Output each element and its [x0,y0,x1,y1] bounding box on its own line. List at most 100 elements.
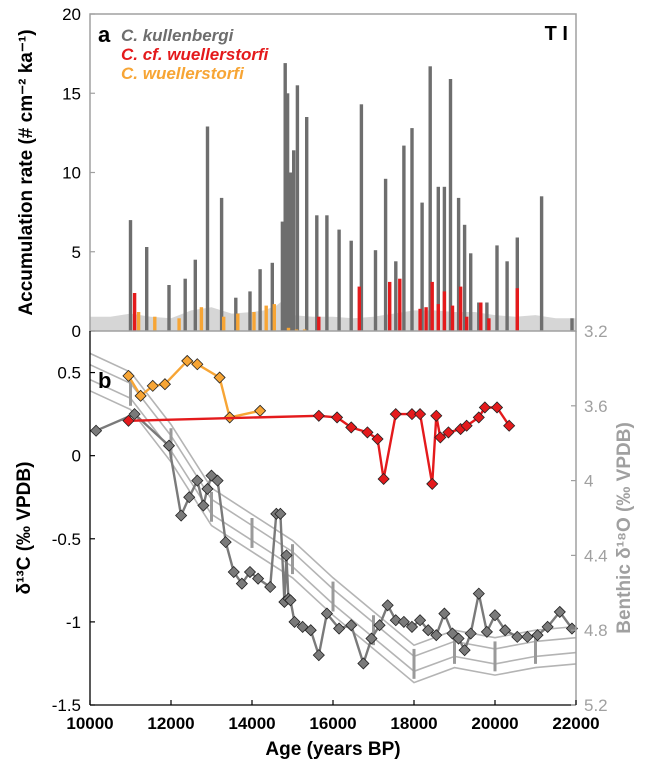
bar [418,308,422,331]
data-point [371,432,384,446]
bar [436,304,440,331]
data-point [122,414,135,427]
data-point [531,629,544,642]
data-point [422,624,435,637]
series-line [95,412,573,665]
bar [495,245,499,331]
y-right-tick-label: 3.6 [584,397,608,416]
panel-label: b [98,368,111,393]
data-point [499,624,512,637]
x-axis-label: Age (years BP) [265,739,400,760]
y-tick-label: 5 [72,243,81,262]
data-point [377,472,390,486]
data-point [405,620,419,633]
series-line [127,359,261,419]
bar-series-c-cf-wuellerstorfi [132,278,519,331]
legend-entry: C. kullenbergi [121,26,235,45]
bar-series-c-kullenbergi [128,63,574,332]
data-point [183,491,196,504]
data-point [472,411,485,424]
y-right-tick-label: 5.2 [584,696,608,715]
data-point [122,369,135,382]
bar [448,79,453,331]
data-point [146,379,159,392]
bar [280,221,285,331]
data-point [426,477,439,490]
bar [286,327,291,331]
data-point [330,411,344,424]
data-point [414,408,427,421]
bar [428,66,432,332]
bar [515,237,519,331]
data-point [175,509,188,522]
bar [450,305,455,331]
x-tick-label: 12000 [147,714,194,733]
panel-label: a [98,22,111,47]
y-tick-label: 0 [72,322,81,341]
bar-series-c-wuellerstorfi [136,304,307,331]
data-point [158,378,171,391]
bar [477,302,481,331]
bar [285,93,290,332]
data-point [503,419,516,432]
bar [539,196,544,331]
data-point [284,594,297,607]
data-point [134,389,147,402]
data-point [430,629,443,642]
data-point [430,409,443,422]
bar [410,128,414,331]
data-point [288,615,301,628]
bar [357,286,361,331]
bar [442,291,447,331]
data-point [460,419,473,432]
data-point [361,426,374,439]
data-point [280,549,293,562]
data-point [478,401,491,414]
data-point [472,587,485,600]
x-tick-label: 16000 [309,714,356,733]
data-point [490,401,504,414]
bar [436,186,440,331]
data-point [414,614,427,627]
data-point [345,421,358,434]
data-point [389,408,402,421]
bar [248,291,252,331]
data-point [333,622,346,635]
bar [398,278,402,331]
data-point [211,474,224,487]
y-tick-label: 0.5 [57,364,81,383]
line-series-c-kullenbergi [90,408,579,670]
panel-tag: T I [545,23,568,45]
legend-entry: C. cf. wuellerstorfi [121,45,270,64]
data-point [213,371,226,384]
y-tick-label: 10 [62,164,81,183]
data-point [511,630,524,643]
data-point [464,627,477,640]
x-tick-label: 20000 [471,714,518,733]
y-tick-label: 15 [62,84,81,103]
bar [167,285,171,331]
data-point [365,632,378,645]
bar [315,215,319,331]
bar [373,250,378,331]
line-series-c-wuellerstorfi [122,354,267,424]
bar [295,85,300,331]
data-point [320,607,333,620]
bar [515,288,519,331]
y-tick-label: 0 [72,447,81,466]
bar [145,247,149,331]
bar [199,307,204,331]
data-point [227,565,240,579]
bar [234,297,238,331]
x-tick-label: 18000 [390,714,437,733]
data-point [312,409,325,422]
panel-a: 0 5 10 15 20 Accumulation rate (# cm⁻² ka⁻¹) a… [16,5,577,341]
d18o-line [89,363,577,658]
x-tick-label: 10000 [66,714,113,733]
y-right-tick-label: 4.8 [584,621,608,640]
bar [388,281,392,331]
line-series-c-cf-wuellerstorfi [122,401,516,490]
bar [183,278,187,331]
data-point [438,607,451,620]
